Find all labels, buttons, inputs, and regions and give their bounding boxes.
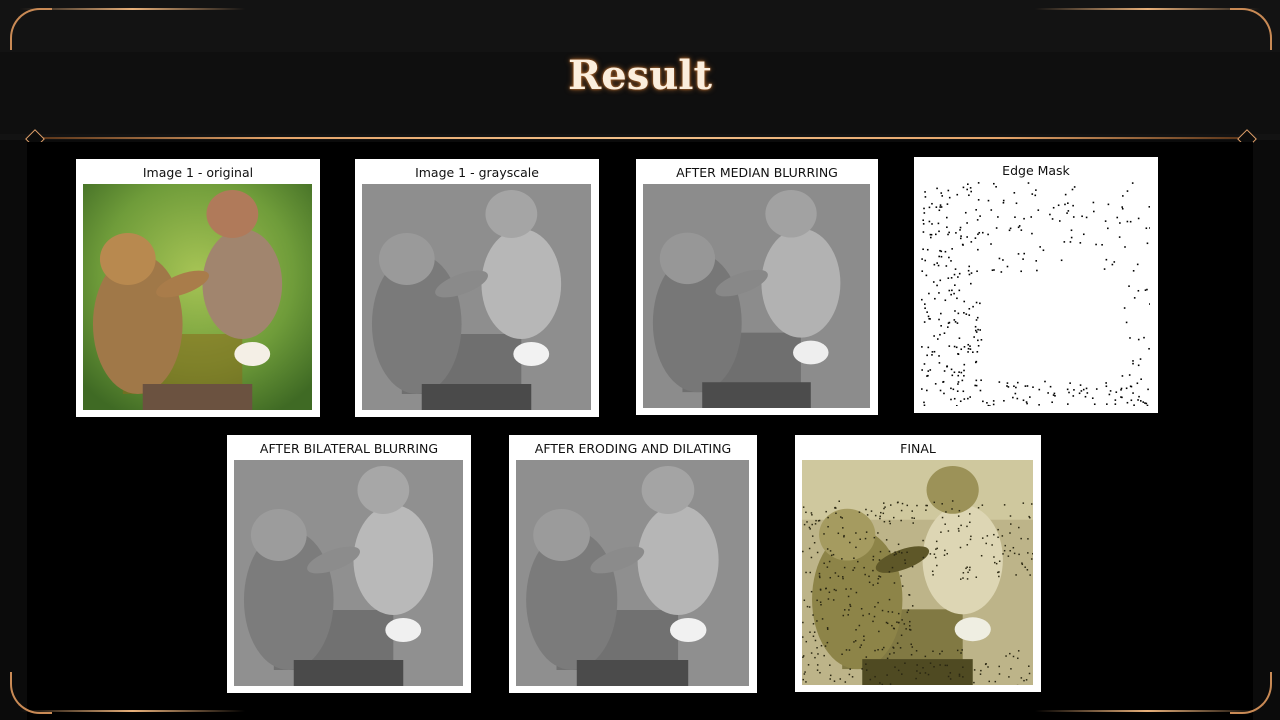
grayscale-image	[362, 184, 591, 410]
slide-title: Result	[568, 52, 712, 99]
results-area: Image 1 - original	[27, 142, 1253, 720]
panel-title: Image 1 - original	[142, 165, 254, 180]
title-band	[0, 52, 1280, 134]
panel-median: AFTER MEDIAN BLURRING	[636, 159, 878, 415]
panel-final: FINAL	[795, 435, 1041, 692]
edge-mask-image	[921, 182, 1150, 406]
bottom-left-corner	[10, 672, 52, 714]
panel-grayscale: Image 1 - grayscale	[355, 159, 599, 417]
top-left-corner	[10, 8, 52, 50]
panel-eroding-dilating: AFTER ERODING AND DILATING	[509, 435, 757, 693]
bottom-right-corner	[1230, 672, 1272, 714]
panel-title: Image 1 - grayscale	[415, 165, 539, 180]
header-divider	[36, 137, 1244, 139]
eroding-dilating-image	[516, 460, 749, 686]
top-right-ornament	[1035, 8, 1260, 10]
bilateral-image	[234, 460, 463, 686]
final-image	[802, 460, 1033, 685]
bottom-right-ornament	[1035, 710, 1260, 712]
panel-edge-mask: Edge Mask	[914, 157, 1158, 413]
panel-title: AFTER MEDIAN BLURRING	[676, 165, 838, 180]
bottom-left-ornament	[20, 710, 245, 712]
median-image	[643, 184, 870, 408]
panel-title: AFTER BILATERAL BLURRING	[259, 441, 439, 456]
top-left-ornament	[20, 8, 245, 10]
panel-title: Edge Mask	[1002, 163, 1070, 178]
original-image	[83, 184, 312, 410]
panel-bilateral: AFTER BILATERAL BLURRING	[227, 435, 471, 693]
panel-title: AFTER ERODING AND DILATING	[534, 441, 732, 456]
panel-title: FINAL	[900, 441, 936, 456]
panel-original: Image 1 - original	[76, 159, 320, 417]
